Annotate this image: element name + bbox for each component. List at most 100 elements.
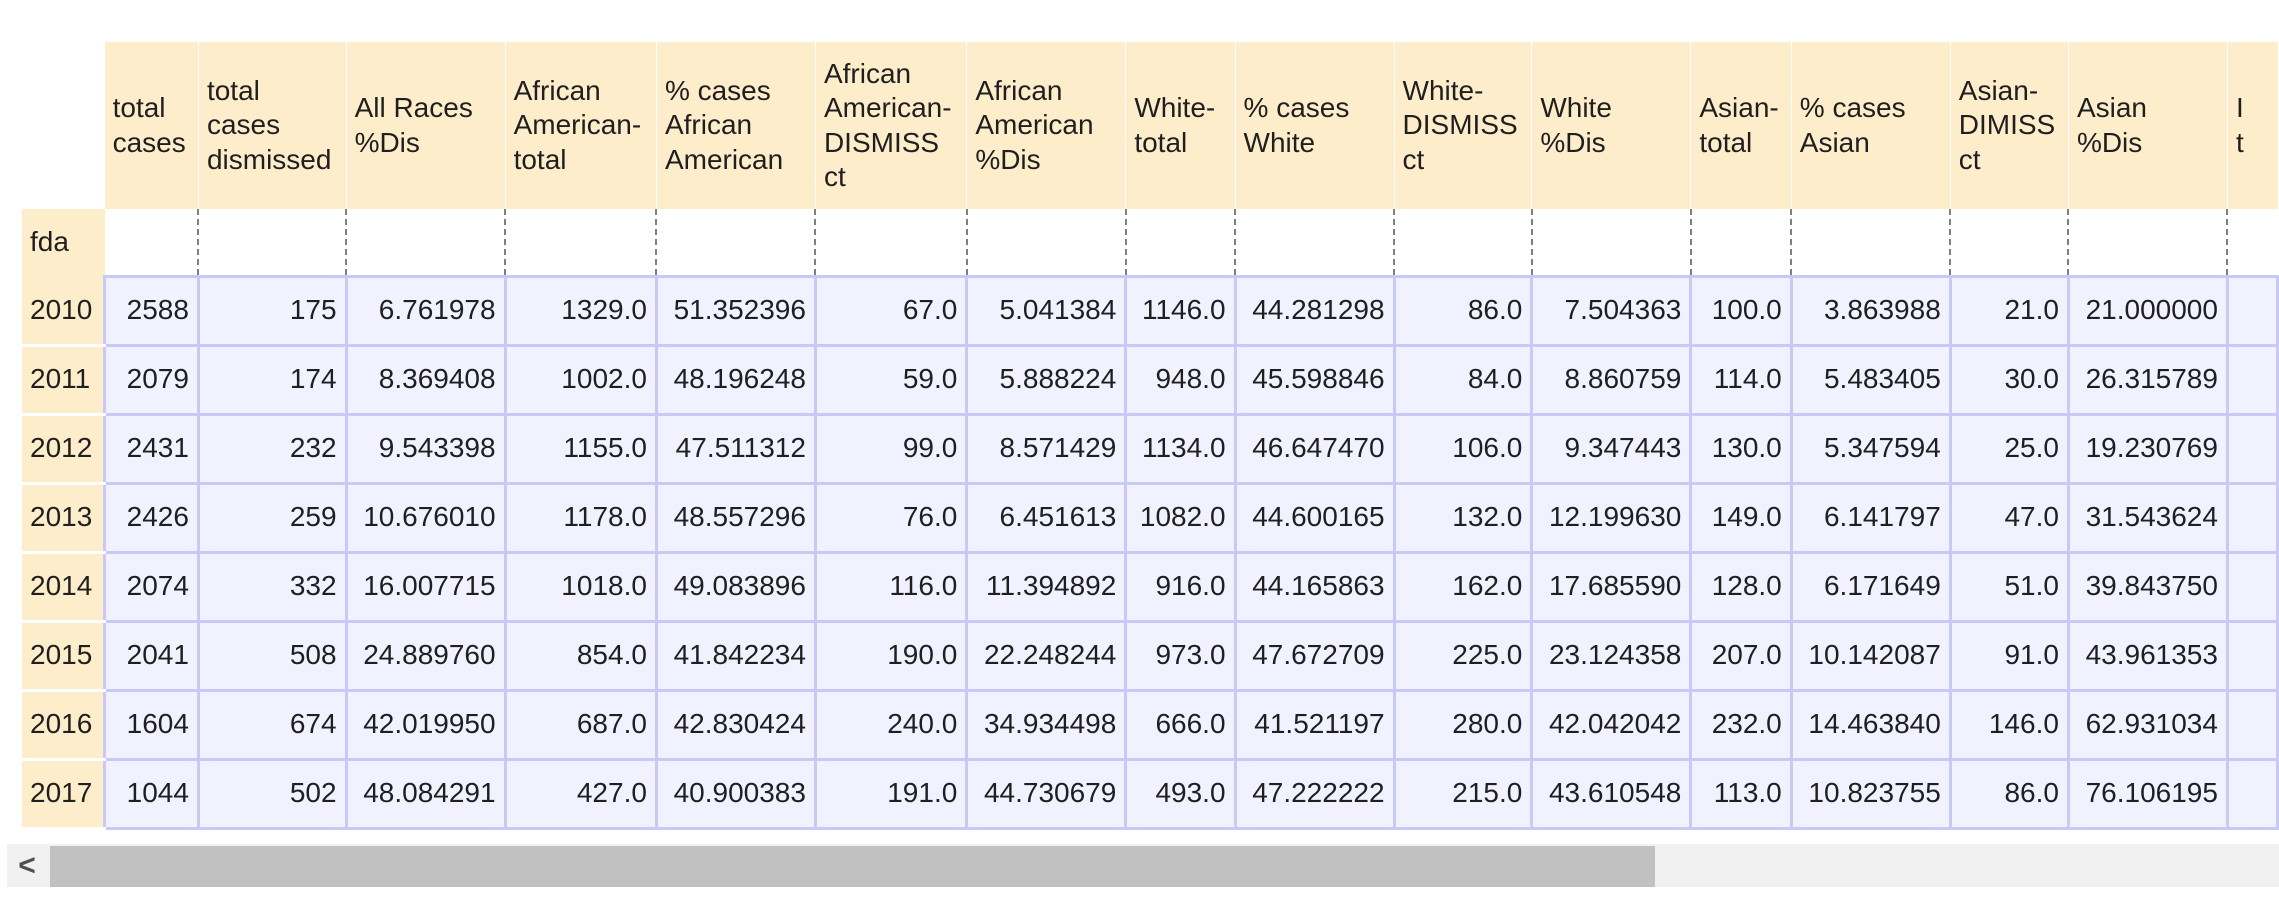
row-index: 2016 <box>22 690 105 761</box>
column-header-line: White- <box>1134 92 1216 124</box>
table-cell: 973.0 <box>1124 619 1237 692</box>
table-row: 2017 1044 502 48.084291 427.0 40.900383 191.0 4… <box>22 757 2279 830</box>
table-cell: 8.369408 <box>344 343 507 416</box>
table-cell: 86.0 <box>1948 757 2070 830</box>
index-name-blank <box>965 209 1126 276</box>
table-cell: 132.0 <box>1392 481 1534 554</box>
table-cell: 162.0 <box>1392 550 1534 623</box>
table-cell: 128.0 <box>1689 550 1793 623</box>
table-cell: 47.672709 <box>1233 619 1396 692</box>
row-index: 2012 <box>22 414 105 485</box>
column-header-line: White <box>1540 92 1612 124</box>
table-cell <box>2225 619 2279 692</box>
table-cell: 59.0 <box>813 343 969 416</box>
table-cell: 1018.0 <box>503 550 658 623</box>
table-cell: 207.0 <box>1689 619 1793 692</box>
table-cell: 215.0 <box>1392 757 1534 830</box>
table-cell: 30.0 <box>1948 343 2070 416</box>
column-header-line: African <box>975 75 1063 107</box>
table-cell: 14.463840 <box>1789 688 1952 761</box>
table-cell: 674 <box>196 688 348 761</box>
row-index: 2011 <box>22 345 105 416</box>
row-index: 2015 <box>22 621 105 692</box>
table-cell <box>2225 274 2279 347</box>
column-header: total cases dismissed <box>197 42 347 209</box>
table-cell <box>2225 757 2279 830</box>
table-cell <box>2225 481 2279 554</box>
table-cell: 1329.0 <box>503 274 658 347</box>
table-cell: 47.222222 <box>1233 757 1396 830</box>
table-cell: 67.0 <box>813 274 969 347</box>
table-cell: 41.521197 <box>1233 688 1396 761</box>
table-cell: 6.171649 <box>1789 550 1952 623</box>
table-cell: 17.685590 <box>1530 550 1693 623</box>
table-cell: 3.863988 <box>1789 274 1952 347</box>
column-header-line: Asian- <box>1958 75 2039 107</box>
index-name-blank <box>2226 209 2278 276</box>
column-header-line: American- <box>823 92 952 124</box>
table-cell: 44.600165 <box>1233 481 1396 554</box>
table-row: 2015 2041 508 24.889760 854.0 41.842234 190.0 2… <box>22 619 2279 692</box>
table-cell: 21.0 <box>1948 274 2070 347</box>
table-cell: 114.0 <box>1689 343 1793 416</box>
table-cell: 1604 <box>102 688 200 761</box>
index-name-blank <box>1949 209 2069 276</box>
table-cell: 2588 <box>102 274 200 347</box>
index-name-blank <box>1234 209 1395 276</box>
table-cell: 8.860759 <box>1530 343 1693 416</box>
column-header-line: Asian- <box>1699 92 1779 124</box>
table-cell: 190.0 <box>813 619 969 692</box>
column-header-line: total <box>112 92 166 124</box>
column-header: African American- DISMISS ct <box>814 42 967 209</box>
table-cell: 2041 <box>102 619 200 692</box>
column-header: total cases <box>103 42 199 209</box>
index-name-blank <box>655 209 816 276</box>
dataframe-table: total cases total cases dismissed All Races %D… <box>22 42 2279 830</box>
column-header-line: White <box>1243 126 1316 158</box>
table-cell: 100.0 <box>1689 274 1793 347</box>
table-cell: 42.019950 <box>344 688 507 761</box>
column-header: All Races %Dis <box>345 42 506 209</box>
table-cell: 47.511312 <box>654 412 817 485</box>
table-cell: 86.0 <box>1392 274 1534 347</box>
table-cell: 76.106195 <box>2066 757 2229 830</box>
column-header: African American %Dis <box>966 42 1126 209</box>
table-cell: 502 <box>196 757 348 830</box>
table-cell: 146.0 <box>1948 688 2070 761</box>
column-header: White-total <box>1125 42 1236 209</box>
table-cell: 11.394892 <box>965 550 1128 623</box>
index-name-row: fda <box>22 209 2278 276</box>
table-cell: 25.0 <box>1948 412 2070 485</box>
table-cell: 174 <box>196 343 348 416</box>
column-header: White %Dis <box>1531 42 1691 209</box>
table-cell: 39.843750 <box>2066 550 2229 623</box>
index-name-blank <box>1530 209 1691 276</box>
column-header-line: % cases <box>1799 92 1906 124</box>
table-cell: 259 <box>196 481 348 554</box>
index-name-blank <box>1790 209 1951 276</box>
column-header-line: White- <box>1402 75 1484 107</box>
table-cell: 1178.0 <box>503 481 658 554</box>
table-cell: 232.0 <box>1689 688 1793 761</box>
table-cell: 116.0 <box>813 550 969 623</box>
table-cell: 91.0 <box>1948 619 2070 692</box>
chevron-left-icon[interactable]: < <box>18 848 36 882</box>
table-cell: 45.598846 <box>1233 343 1396 416</box>
table-cell: 191.0 <box>813 757 969 830</box>
table-cell: 42.042042 <box>1530 688 1693 761</box>
index-name-blank <box>1393 209 1532 276</box>
dataframe-viewport: total cases total cases dismissed All Races %D… <box>22 42 2279 830</box>
table-cell <box>2225 412 2279 485</box>
column-header-line: Asian <box>1799 126 1870 158</box>
column-header: Asian-total <box>1690 42 1792 209</box>
index-name-blank <box>504 209 657 276</box>
table-cell: 332 <box>196 550 348 623</box>
column-header-line: American- <box>513 109 642 141</box>
table-cell: 12.199630 <box>1530 481 1693 554</box>
horizontal-scrollbar[interactable]: < <box>7 844 2279 887</box>
column-header-line: %Dis <box>354 126 420 158</box>
scrollbar-thumb[interactable] <box>50 846 1655 887</box>
table-cell: 44.165863 <box>1233 550 1396 623</box>
table-cell: 62.931034 <box>2066 688 2229 761</box>
column-header-line: African <box>664 109 753 141</box>
